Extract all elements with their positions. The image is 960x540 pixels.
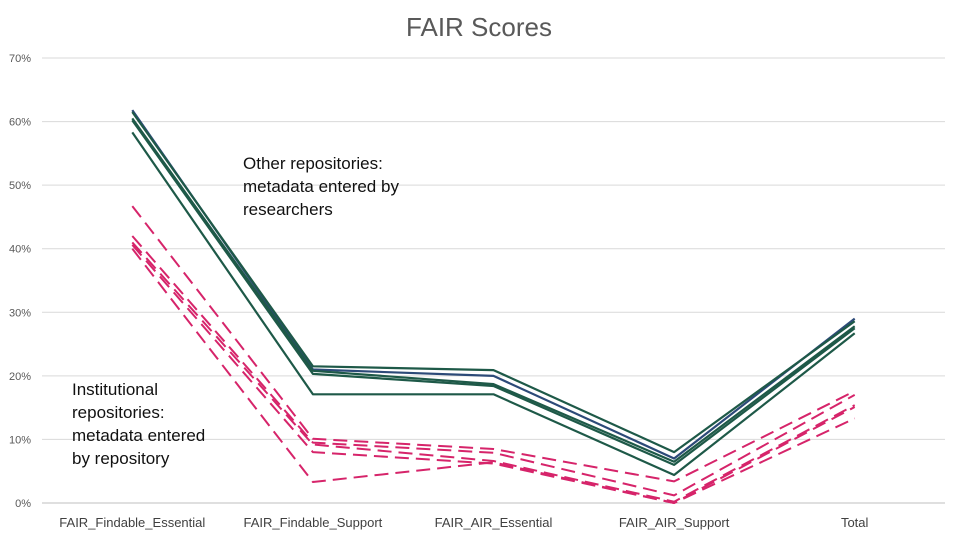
series-line-institutional-repository: [131, 241, 856, 503]
y-tick-label: 20%: [9, 371, 31, 383]
annotation-other-repositories: Other repositories: metadata entered by …: [243, 154, 399, 219]
x-axis: FAIR_Findable_Essential FAIR_Findable_Sup…: [59, 515, 868, 530]
y-tick-label: 70%: [9, 53, 31, 65]
x-tick-label: Total: [841, 515, 869, 530]
y-tick-label: 10%: [9, 434, 31, 446]
y-axis: 0% 10% 20% 30% 40% 50% 60% 70%: [9, 53, 31, 510]
x-tick-label: FAIR_AIR_Support: [619, 515, 730, 530]
x-tick-label: FAIR_AIR_Essential: [435, 515, 553, 530]
series-line-other-repository: [131, 111, 856, 454]
y-tick-label: 0%: [15, 498, 31, 510]
series-line-institutional-repository: [131, 235, 856, 497]
chart-title: FAIR Scores: [406, 12, 552, 42]
annotation-institutional-repositories: Institutional repositories: metadata ent…: [72, 380, 206, 468]
series-line-institutional-repository: [131, 244, 856, 504]
x-tick-label: FAIR_Findable_Support: [244, 515, 383, 530]
series-line-other-repository: [131, 119, 856, 466]
y-tick-label: 40%: [9, 244, 31, 256]
y-tick-label: 60%: [9, 117, 31, 129]
series-line-other-repository: [131, 117, 856, 463]
series-line-other-repository: [131, 131, 856, 477]
series-line-institutional-repository: [131, 205, 856, 483]
y-tick-label: 50%: [9, 180, 31, 192]
series-line-institutional-repository: [131, 248, 856, 504]
series-lines: [131, 109, 856, 504]
x-tick-label: FAIR_Findable_Essential: [59, 515, 205, 530]
y-tick-label: 30%: [9, 307, 31, 319]
